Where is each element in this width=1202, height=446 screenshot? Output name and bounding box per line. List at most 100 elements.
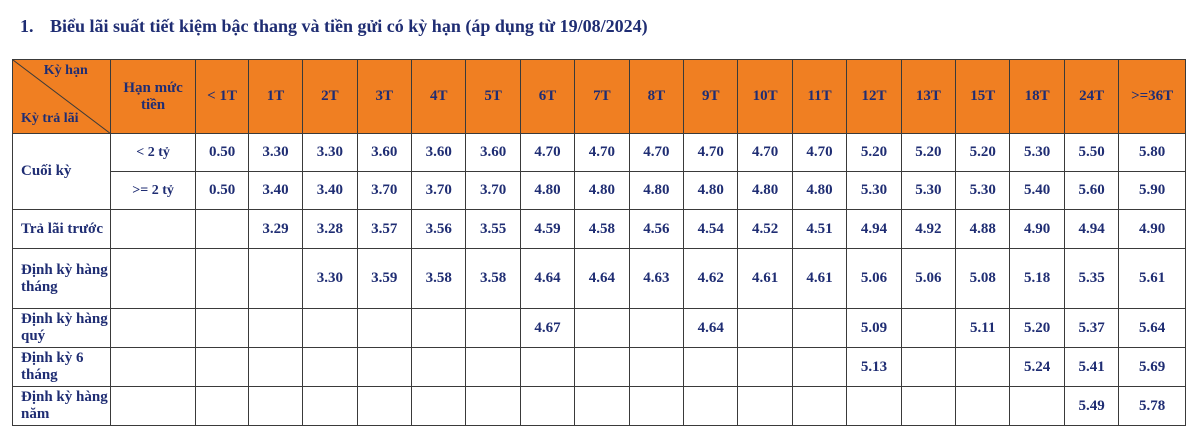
limit-cell: < 2 tỷ (109, 133, 197, 172)
rate-cell: 4.58 (574, 209, 630, 249)
row-label: Định kỳ hàng năm (12, 386, 111, 426)
rate-cell (465, 347, 521, 387)
rate-cell: 5.20 (1009, 308, 1065, 348)
term-header: 6T (519, 59, 576, 134)
rate-cell: 5.69 (1118, 347, 1186, 387)
table-row: Định kỳ 6 tháng 5.13 5.24 5.41 5.69 (12, 347, 1186, 387)
rate-cell: 3.56 (410, 209, 467, 249)
rate-cell: 0.50 (195, 171, 249, 210)
rate-cell (791, 308, 848, 348)
rate-cell (519, 347, 576, 387)
rate-cell (683, 347, 739, 387)
table-row: >= 2 tỷ 0.50 3.40 3.40 3.70 3.70 3.70 4.80 4.80… (13, 171, 1186, 210)
rate-cell: 5.90 (1118, 171, 1186, 210)
rate-cell (356, 386, 413, 426)
term-header: 5T (465, 59, 521, 134)
rate-cell: 3.60 (410, 133, 467, 172)
rate-cell: 3.70 (465, 171, 521, 210)
rate-cell: 4.80 (519, 171, 576, 210)
rate-cell: 5.78 (1118, 386, 1186, 426)
rate-cell: 5.41 (1063, 347, 1120, 387)
term-header: 7T (574, 59, 630, 134)
rate-cell (846, 386, 902, 426)
rate-cell (247, 386, 304, 426)
rate-cell: 4.61 (737, 248, 793, 309)
rate-cell (410, 308, 467, 348)
rate-cell: 3.70 (356, 171, 413, 210)
term-header: 2T (302, 59, 358, 134)
rate-cell (900, 308, 957, 348)
term-header: 13T (900, 59, 957, 134)
rate-cell: 5.24 (1009, 347, 1065, 387)
rate-cell: 3.29 (247, 209, 304, 249)
rate-cell: 5.35 (1063, 248, 1120, 309)
limit-cell: >= 2 tỷ (109, 171, 197, 210)
term-header: 3T (356, 59, 413, 134)
rate-cell: 5.06 (846, 248, 902, 309)
rate-cell: 4.88 (955, 209, 1011, 249)
term-header: 8T (628, 59, 685, 134)
limit-cell (109, 386, 197, 426)
row-label: Định kỳ hàng tháng (12, 248, 111, 309)
rate-cell: 3.58 (465, 248, 521, 309)
rate-cell: 5.20 (955, 133, 1011, 172)
rate-cell (628, 308, 685, 348)
table-row: Định kỳ hàng quý 4.67 4.64 5.09 5.11 5.20 5.3… (12, 308, 1186, 348)
rate-cell: 4.80 (574, 171, 630, 210)
rate-cell: 4.70 (791, 133, 848, 172)
rate-cell (628, 386, 685, 426)
rate-cell: 4.62 (683, 248, 739, 309)
rate-cell: 5.09 (846, 308, 902, 348)
rate-cell: 5.60 (1063, 171, 1120, 210)
rate-cell (465, 308, 521, 348)
rate-cell: 4.61 (791, 248, 848, 309)
rate-cell (410, 386, 467, 426)
rate-cell: 4.70 (574, 133, 630, 172)
rate-cell (410, 347, 467, 387)
rate-cell (683, 386, 739, 426)
rate-cell (955, 347, 1011, 387)
rate-cell (628, 347, 685, 387)
rate-cell (302, 386, 358, 426)
rate-cell: 3.55 (465, 209, 521, 249)
corner-header-cell: Kỳ hạn Kỳ trả lãi (12, 59, 111, 134)
rate-cell: 5.30 (900, 171, 957, 210)
diagonal-divider (13, 60, 110, 133)
rate-cell: 0.50 (195, 133, 249, 172)
rate-cell: 4.54 (683, 209, 739, 249)
section-heading: 1. Biểu lãi suất tiết kiệm bậc thang và t… (20, 16, 648, 37)
row-label-cuoi-ky: Cuối kỳ (12, 133, 111, 210)
heading-number: 1. (20, 16, 34, 36)
rate-cell: 5.13 (846, 347, 902, 387)
rate-cell: 5.30 (955, 171, 1011, 210)
rate-cell (247, 248, 304, 309)
table-row: Định kỳ hàng tháng 3.30 3.59 3.58 3.58 4.64 4… (12, 248, 1186, 309)
limit-header: Hạn mức tiền (109, 59, 197, 134)
term-header: 9T (683, 59, 739, 134)
rate-cell (302, 308, 358, 348)
rate-cell (195, 386, 249, 426)
table-row: Trả lãi trước 3.29 3.28 3.57 3.56 3.55 4.59 4.… (12, 209, 1186, 249)
rate-cell: 4.52 (737, 209, 793, 249)
row-label: Định kỳ 6 tháng (12, 347, 111, 387)
rate-cell: 4.90 (1118, 209, 1186, 249)
rate-cell: 4.94 (846, 209, 902, 249)
limit-cell (109, 248, 197, 309)
rate-cell: 4.80 (791, 171, 848, 210)
rate-cell: 5.80 (1118, 133, 1186, 172)
rate-cell: 4.59 (519, 209, 576, 249)
rate-cell: 3.60 (465, 133, 521, 172)
term-header: >=36T (1118, 59, 1186, 134)
rate-cell: 5.61 (1118, 248, 1186, 309)
rate-cell (247, 308, 304, 348)
rate-cell (195, 308, 249, 348)
rate-cell: 5.08 (955, 248, 1011, 309)
rate-cell (519, 386, 576, 426)
rate-cell: 4.70 (519, 133, 576, 172)
rate-cell: 5.06 (900, 248, 957, 309)
rate-cell (465, 386, 521, 426)
rate-cell: 5.40 (1009, 171, 1065, 210)
rate-cell (195, 347, 249, 387)
rate-cell: 4.70 (628, 133, 685, 172)
rate-cell: 5.30 (1009, 133, 1065, 172)
